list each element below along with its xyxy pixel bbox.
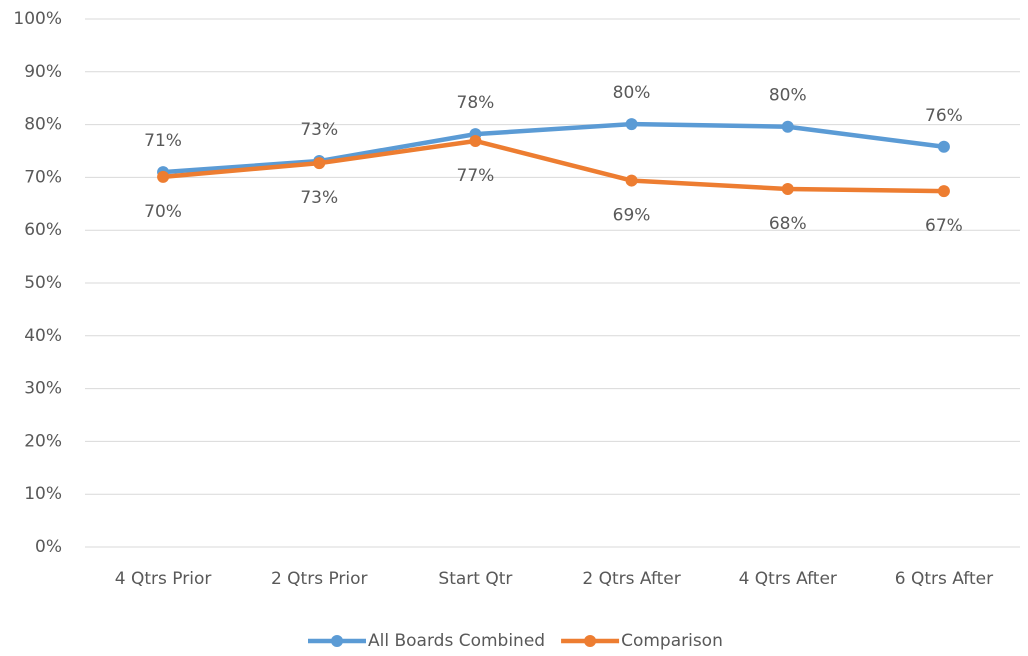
data-label: 78% (457, 93, 495, 113)
y-tick-label: 90% (24, 62, 62, 82)
data-point (781, 183, 794, 196)
data-label: 73% (300, 188, 338, 208)
y-tick-label: 50% (24, 273, 62, 293)
data-label: 67% (925, 216, 963, 236)
y-tick-label: 30% (24, 379, 62, 399)
data-point (781, 120, 794, 133)
series-line (162, 121, 945, 175)
y-tick-label: 80% (24, 115, 62, 135)
x-tick-label: 6 Qtrs After (895, 569, 993, 589)
data-label: 69% (613, 206, 651, 226)
data-point (937, 185, 950, 198)
legend-marker (584, 635, 597, 647)
data-label: 68% (769, 214, 807, 234)
data-label: 71% (144, 131, 182, 151)
x-tick-label: 4 Qtrs Prior (115, 569, 212, 589)
x-tick-label: 2 Qtrs After (582, 569, 680, 589)
y-tick-label: 0% (35, 537, 62, 557)
y-tick-label: 60% (24, 220, 62, 240)
data-label: 80% (613, 83, 651, 103)
series-line (162, 138, 944, 194)
data-label: 76% (925, 106, 963, 126)
data-label: 80% (769, 86, 807, 106)
data-point (937, 140, 950, 153)
x-tick-label: Start Qtr (438, 569, 512, 589)
data-label: 70% (144, 202, 182, 222)
y-tick-label: 10% (24, 484, 62, 504)
data-point (469, 134, 482, 147)
y-tick-label: 100% (13, 9, 62, 29)
y-tick-label: 40% (24, 326, 62, 346)
legend-marker (331, 635, 343, 647)
x-tick-label: 2 Qtrs Prior (271, 569, 368, 589)
x-tick-label: 4 Qtrs After (739, 569, 837, 589)
data-point (625, 118, 638, 131)
data-label: 77% (457, 166, 495, 186)
legend-label: Comparison (621, 631, 723, 651)
legend-label: All Boards Combined (368, 631, 545, 651)
y-tick-label: 20% (24, 431, 62, 451)
data-point (625, 174, 638, 187)
data-point (313, 157, 326, 170)
y-tick-label: 70% (24, 167, 62, 187)
data-label: 73% (300, 120, 338, 140)
data-point (157, 170, 170, 183)
